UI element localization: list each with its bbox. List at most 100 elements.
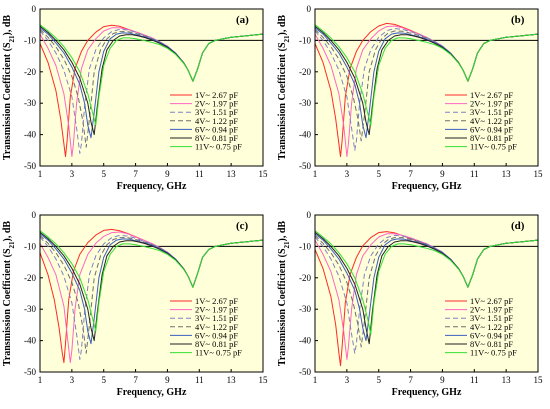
- y-tick-label: 0: [32, 4, 37, 14]
- series-line: [40, 24, 263, 126]
- plot-frame: [39, 8, 264, 167]
- y-tick-label: -10: [24, 35, 36, 45]
- x-tick-label: 5: [376, 169, 381, 179]
- legend-entry: 6V~ 0.94 pF: [195, 330, 238, 340]
- y-tick-label: -10: [299, 241, 311, 251]
- y-tick-label: -30: [24, 98, 36, 108]
- legend-entry: 3V~ 1.51 pF: [470, 313, 513, 323]
- plot-background: [40, 9, 263, 166]
- x-tick-label: 9: [165, 375, 170, 385]
- series-group: [40, 228, 263, 364]
- plot-background: [315, 215, 538, 372]
- y-tick-label: 0: [32, 210, 37, 220]
- y-tick-label: -30: [24, 304, 36, 314]
- legend-entry: 6V~ 0.94 pF: [470, 124, 513, 134]
- x-tick-label: 15: [259, 169, 269, 179]
- x-tick-label: 11: [470, 169, 479, 179]
- legend-entry: 8V~ 0.81 pF: [470, 133, 513, 143]
- x-tick-label: 3: [345, 169, 350, 179]
- y-tick-label: -50: [24, 367, 36, 377]
- legend-entry: 6V~ 0.94 pF: [195, 124, 238, 134]
- y-tick-label: -40: [299, 130, 311, 140]
- legend-entry: 4V~ 1.22 pF: [470, 322, 513, 332]
- plot-frame: [314, 214, 539, 373]
- series-group: [315, 230, 538, 367]
- panel-label: (b): [511, 14, 525, 26]
- x-tick-label: 11: [195, 375, 204, 385]
- y-axis-title: Transmission Coefficient (S21), dB: [2, 15, 16, 160]
- series-line: [40, 235, 263, 354]
- legend-entry: 2V~ 1.97 pF: [195, 305, 238, 315]
- x-tick-label: 1: [313, 169, 318, 179]
- x-tick-label: 5: [101, 169, 106, 179]
- legend-entry: 1V~ 2.67 pF: [195, 296, 238, 306]
- legend-entry: 11V~ 0.75 pF: [195, 142, 242, 152]
- x-axis-title: Frequency, GHz: [117, 387, 187, 398]
- series-line: [315, 235, 538, 348]
- series-line: [315, 230, 538, 335]
- y-tick-label: -20: [24, 67, 36, 77]
- x-tick-label: 15: [534, 375, 544, 385]
- y-axis-title: Transmission Coefficient (S21), dB: [277, 15, 291, 160]
- plot-frame: [314, 8, 539, 167]
- legend-entry: 1V~ 2.67 pF: [195, 90, 238, 100]
- x-tick-label: 5: [376, 375, 381, 385]
- legend-entry: 8V~ 0.81 pF: [195, 339, 238, 349]
- x-tick-label: 3: [345, 375, 350, 385]
- x-tick-label: 15: [259, 375, 269, 385]
- x-axis-title: Frequency, GHz: [117, 181, 187, 192]
- y-tick-label: -30: [299, 304, 311, 314]
- x-tick-label: 13: [502, 169, 512, 179]
- x-tick-label: 1: [313, 375, 318, 385]
- legend-entry: 1V~ 2.67 pF: [470, 296, 513, 306]
- x-axis-title: Frequency, GHz: [392, 181, 462, 192]
- y-tick-label: -20: [299, 67, 311, 77]
- legend-entry: 8V~ 0.81 pF: [470, 339, 513, 349]
- y-tick-label: -30: [299, 98, 311, 108]
- y-axis-title: Transmission Coefficient (S21), dB: [2, 221, 16, 366]
- y-tick-label: -40: [299, 336, 311, 346]
- legend-entry: 3V~ 1.51 pF: [195, 107, 238, 117]
- x-tick-label: 3: [70, 169, 75, 179]
- series-line: [40, 230, 263, 332]
- legend-entry: 11V~ 0.75 pF: [195, 348, 242, 358]
- legend-entry: 4V~ 1.22 pF: [195, 116, 238, 126]
- x-tick-label: 13: [502, 375, 512, 385]
- series-line: [315, 234, 538, 354]
- panel-label: (a): [236, 14, 249, 26]
- x-tick-label: 1: [38, 375, 43, 385]
- legend-entry: 2V~ 1.97 pF: [470, 305, 513, 315]
- y-tick-label: -10: [24, 241, 36, 251]
- panel-label: (c): [236, 220, 249, 232]
- legend-entry: 1V~ 2.67 pF: [470, 90, 513, 100]
- legend-entry: 11V~ 0.75 pF: [470, 142, 517, 152]
- plot-frame: [39, 214, 264, 373]
- y-tick-label: -20: [24, 273, 36, 283]
- x-tick-label: 15: [534, 169, 544, 179]
- x-tick-label: 11: [195, 169, 204, 179]
- series-line: [315, 24, 538, 126]
- legend-entry: 4V~ 1.22 pF: [195, 322, 238, 332]
- x-axis-title: Frequency, GHz: [392, 387, 462, 398]
- y-tick-label: 0: [307, 4, 312, 14]
- legend-entry: 4V~ 1.22 pF: [470, 116, 513, 126]
- x-tick-label: 1: [38, 169, 43, 179]
- y-tick-label: -50: [299, 161, 311, 171]
- x-tick-label: 13: [227, 169, 237, 179]
- x-tick-label: 11: [470, 375, 479, 385]
- y-tick-label: -50: [24, 161, 36, 171]
- y-axis-title: Transmission Coefficient (S21), dB: [277, 221, 291, 366]
- x-tick-label: 7: [133, 169, 138, 179]
- x-tick-label: 7: [133, 375, 138, 385]
- series-group: [40, 24, 263, 158]
- legend-entry: 2V~ 1.97 pF: [470, 99, 513, 109]
- x-tick-label: 13: [227, 375, 237, 385]
